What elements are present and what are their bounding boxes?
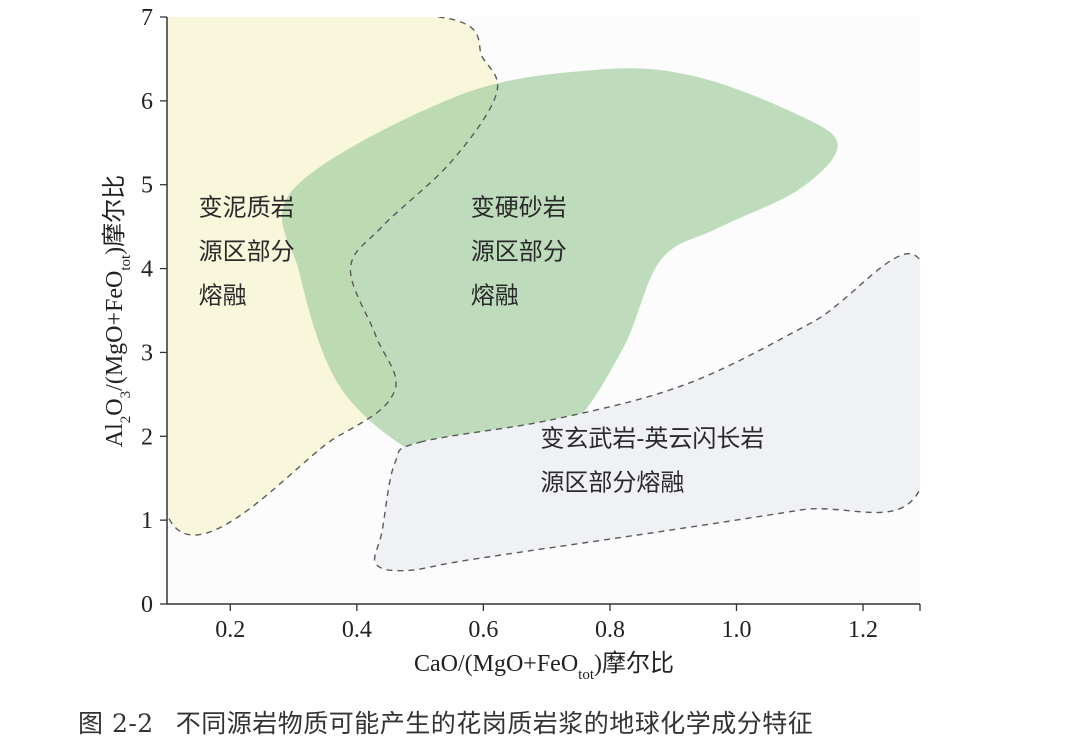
axis-title-part: CaO/(MgO+FeO	[414, 651, 578, 677]
metapelite-region-label-line: 熔融	[199, 282, 247, 310]
axis-title-part: tot	[578, 667, 595, 683]
metabasalt-tonalite-region-label-line: 源区部分熔融	[540, 468, 684, 496]
axis-title-part: )摩尔比	[101, 175, 128, 255]
axis-title-part: 2	[118, 416, 134, 424]
metapelite-region-label-line: 变泥质岩	[199, 194, 295, 222]
x-axis-title: CaO/(MgO+FeOtot)摩尔比	[414, 650, 674, 683]
metapelite-region-label-line: 源区部分	[199, 238, 295, 266]
figure-caption-text: 不同源岩物质可能产生的花岗质岩浆的地球化学成分特征	[175, 709, 814, 738]
axes-layer	[166, 17, 920, 605]
regions-layer	[167, 17, 920, 572]
x-tick-label: 0.2	[215, 617, 245, 643]
metabasalt-tonalite-region-boundary	[373, 253, 920, 572]
axis-title-part: tot	[118, 254, 134, 271]
x-tick-label: 1.0	[721, 617, 751, 643]
x-tick-label: 0.4	[342, 617, 372, 643]
metagreywacke-region-label-line: 变硬砂岩	[471, 194, 567, 222]
y-tick-label: 7	[141, 5, 153, 31]
axis-title-part: 3	[118, 391, 134, 399]
figure-number: 图 2-2	[78, 709, 154, 738]
metagreywacke-region-fill	[281, 68, 838, 474]
metagreywacke-region-label-line: 源区部分	[471, 238, 567, 266]
y-tick-label: 6	[141, 89, 153, 115]
x-tick-label: 1.2	[848, 617, 878, 643]
y-tick-label: 1	[141, 508, 153, 534]
y-tick-label: 3	[141, 340, 153, 366]
y-tick-label: 5	[141, 173, 153, 199]
metabasalt-tonalite-region-fill	[374, 253, 920, 571]
y-axis-title: Al2O3/(MgO+FeOtot)摩尔比	[101, 175, 134, 447]
metabasalt-tonalite-region-label-line: 变玄武岩-英云闪长岩	[540, 424, 764, 452]
axis-title-part: )摩尔比	[594, 650, 674, 677]
y-tick-label: 4	[141, 257, 153, 283]
figure-caption: 图 2-2 不同源岩物质可能产生的花岗质岩浆的地球化学成分特征	[78, 704, 1058, 740]
ticks-layer: 0.2 0.4 0.6 0.8 1.0 1.2 0 1 2 3 4 5 6 7	[141, 5, 921, 643]
x-tick-label: 0.8	[595, 617, 625, 643]
x-tick-label: 0.6	[468, 617, 498, 643]
y-tick-label: 0	[141, 592, 153, 618]
y-tick-label: 2	[141, 424, 153, 450]
axis-title-part: /(MgO+FeO	[102, 271, 128, 391]
metagreywacke-region-label-line: 熔融	[471, 282, 519, 310]
axis-title-part: O	[102, 398, 128, 415]
axis-title-part: Al	[102, 423, 128, 447]
